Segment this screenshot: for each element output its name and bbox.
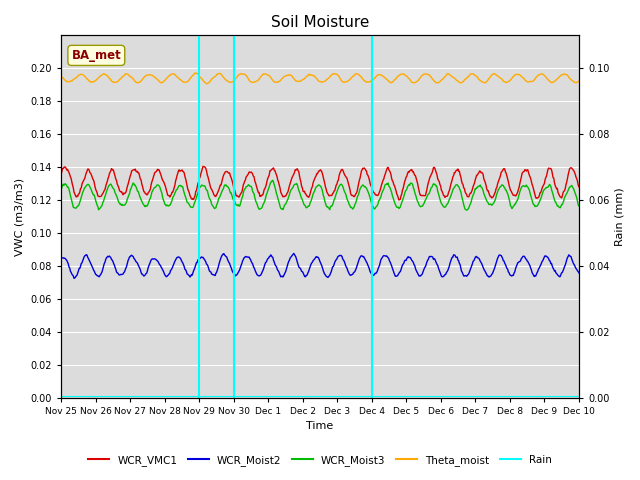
Legend: WCR_VMC1, WCR_Moist2, WCR_Moist3, Theta_moist, Rain: WCR_VMC1, WCR_Moist2, WCR_Moist3, Theta_… [84,451,556,470]
Text: BA_met: BA_met [72,49,121,62]
Y-axis label: Rain (mm): Rain (mm) [615,187,625,246]
Title: Soil Moisture: Soil Moisture [271,15,369,30]
Y-axis label: VWC (m3/m3): VWC (m3/m3) [15,178,25,256]
X-axis label: Time: Time [307,421,333,432]
